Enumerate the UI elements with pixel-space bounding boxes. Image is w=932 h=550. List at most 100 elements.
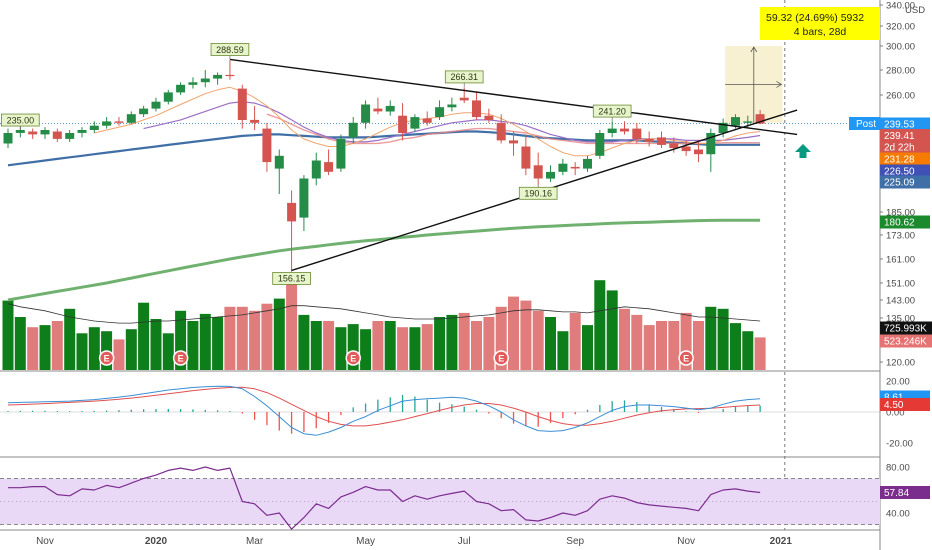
volume-bar — [249, 310, 261, 370]
candle-body — [176, 84, 186, 93]
volume-bar — [138, 302, 150, 370]
macd-signal-line — [7, 386, 761, 427]
earnings-label: E — [683, 354, 689, 364]
measure-tool[interactable]: 59.32 (24.69%) 5932 4 bars, 28d — [725, 7, 880, 123]
candle-body — [114, 121, 124, 123]
post-tag-label: Post — [856, 119, 876, 130]
measure-arrow-head — [776, 81, 783, 88]
candle-body — [287, 202, 297, 222]
ma2-value-label: 226.50 — [884, 167, 915, 178]
price-flag-box — [1, 113, 40, 127]
earnings-marker[interactable] — [345, 350, 361, 366]
candle-body — [410, 117, 420, 129]
ma3-value-label: 225.09 — [884, 178, 915, 189]
price-axis-tick: 135.00 — [886, 314, 915, 325]
candle-body — [558, 163, 568, 172]
candle-body — [324, 162, 334, 172]
candle-body — [669, 143, 679, 148]
macd-axis-tick: -20.00 — [886, 439, 913, 450]
price-flag-label: 266.31 — [450, 72, 478, 82]
time-axis-tick: May — [356, 536, 375, 547]
ma1-value-badge — [880, 152, 930, 166]
earnings-label: E — [498, 354, 504, 364]
candle-body — [583, 158, 592, 169]
candle-body — [706, 133, 716, 155]
rsi-pane — [0, 466, 880, 530]
volume-bar — [619, 308, 630, 370]
price-flag-label: 190.16 — [524, 189, 552, 199]
candle-body — [484, 115, 494, 120]
volume-bar — [347, 324, 359, 370]
volume-bar — [668, 321, 680, 370]
time-axis-tick: Sep — [566, 536, 584, 547]
price-axis-tick: 120.00 — [886, 358, 915, 369]
candle-body — [28, 131, 38, 135]
volume-bar — [27, 327, 39, 370]
volume-value-label: 725.993K — [884, 324, 927, 335]
volume-bar — [458, 312, 470, 370]
candle-body — [435, 107, 445, 117]
volume-bar — [310, 321, 322, 370]
earnings-marker[interactable] — [172, 350, 189, 366]
time-axis-tick: Nov — [677, 536, 695, 547]
candle-body — [213, 74, 223, 79]
volume-ma-value-badge — [880, 334, 932, 348]
rsi-value-label: 57.84 — [884, 488, 909, 499]
candle-body — [311, 160, 321, 179]
measure-label: 59.32 (24.69%) 5932 — [766, 12, 864, 24]
volume-bar — [261, 303, 273, 370]
volume-bar — [384, 321, 396, 370]
price-axis-tick: 260.00 — [886, 91, 915, 102]
candle-body — [126, 114, 136, 123]
volume-bar — [64, 308, 76, 370]
volume-bar — [2, 300, 14, 370]
price-flag-box — [210, 43, 250, 56]
measure-arrow-head — [750, 46, 758, 53]
candlestick-series — [3, 60, 765, 271]
volume-bar — [582, 325, 593, 370]
candle-body — [274, 155, 284, 169]
price-flag-label: 156.15 — [278, 274, 306, 284]
macd-line — [7, 385, 761, 436]
time-axis-tick: 2020 — [145, 536, 168, 547]
volume-bar — [471, 321, 482, 370]
grid-lines — [0, 0, 881, 550]
candle-body — [102, 121, 112, 126]
earnings-marker[interactable] — [493, 350, 509, 366]
candle-body — [139, 108, 149, 115]
candle-body — [743, 121, 753, 123]
volume-bar — [606, 290, 618, 370]
volume-bar — [187, 321, 199, 370]
candle-body — [422, 118, 432, 123]
ma-blue-line — [7, 130, 761, 167]
price-flags: 235.00 288.59 156.15 266.31 190.16 241.20 — [1, 43, 811, 285]
volume-bar — [705, 306, 717, 370]
earnings-label: E — [350, 354, 356, 364]
earnings-marker[interactable] — [678, 350, 694, 366]
volume-ma-value-label: 523.246K — [884, 337, 927, 348]
candle-body — [151, 101, 161, 109]
candle-body — [681, 146, 691, 152]
volume-bar — [113, 339, 125, 370]
volume-bar — [273, 298, 285, 370]
volume-bar — [224, 306, 236, 370]
price-axis-tick: 320.00 — [886, 22, 915, 33]
candle-body — [472, 100, 481, 118]
measure-sublabel: 4 bars, 28d — [794, 26, 847, 38]
candle-body — [225, 74, 235, 77]
volume-bar — [656, 321, 667, 370]
volume-bar — [569, 312, 581, 370]
volume-bar — [335, 327, 347, 370]
candle-body — [755, 114, 765, 124]
ma2-value-badge — [880, 164, 930, 178]
volume-bar — [199, 313, 211, 370]
volume-bar — [150, 319, 162, 370]
time-axis-tick: 2021 — [770, 536, 793, 547]
candle-body — [348, 122, 358, 138]
trendline[interactable] — [229, 58, 798, 136]
ma200-line — [7, 218, 761, 302]
volume-bar — [236, 306, 248, 370]
earnings-marker[interactable] — [98, 350, 115, 366]
